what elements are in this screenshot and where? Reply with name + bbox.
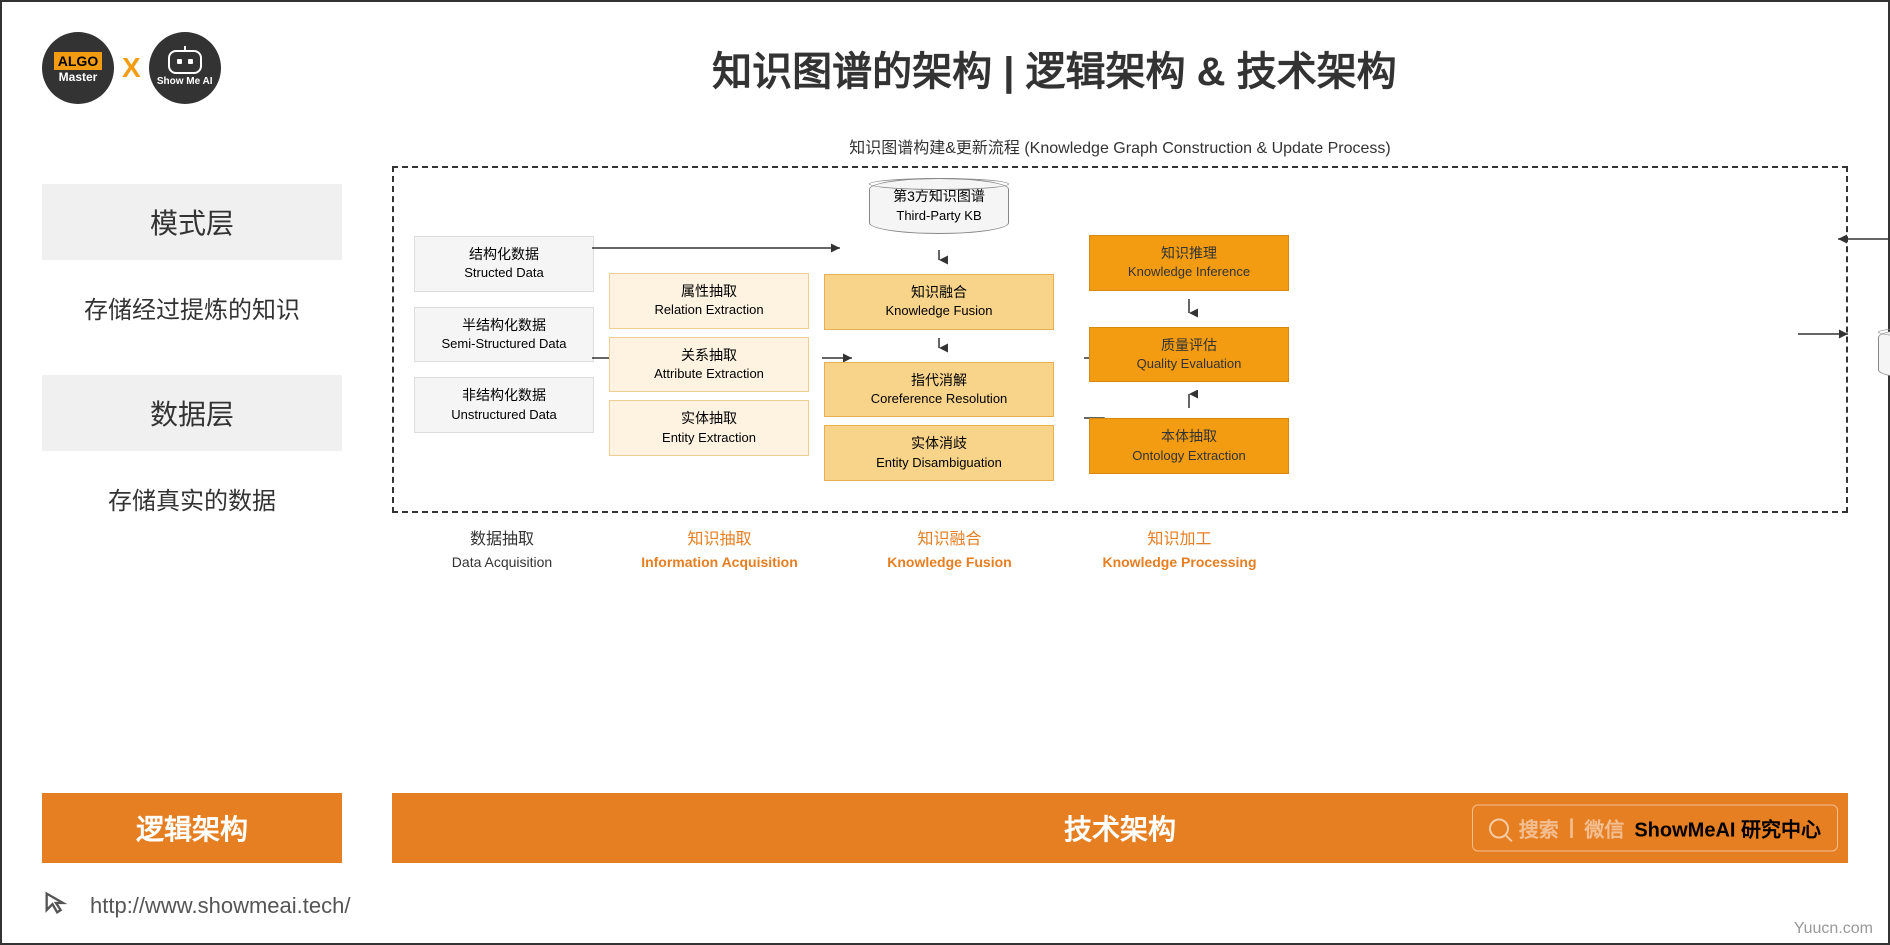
node-semi-structured-data: 半结构化数据 Semi-Structured Data	[414, 307, 594, 363]
third-party-kb: 第3方知识图谱 Third-Party KB	[869, 178, 1009, 234]
process-box: 结构化数据 Structed Data 半结构化数据 Semi-Structur…	[392, 166, 1848, 513]
layer-data-desc: 存储真实的数据	[42, 471, 342, 546]
bot-icon	[168, 50, 202, 74]
search-wechat: 微信	[1584, 814, 1624, 843]
node-structured-data: 结构化数据 Structed Data	[414, 236, 594, 292]
logo-algo-bottom: Master	[59, 70, 98, 84]
column-label: 数据抽取Data Acquisition	[392, 528, 612, 573]
db-cylinder-icon: 第3方知识图谱 Third-Party KB	[869, 178, 1009, 234]
footer-technical-arch: 技术架构 搜索 | 微信 ShowMeAI 研究中心	[392, 793, 1848, 863]
col-data-sources: 结构化数据 Structed Data 半结构化数据 Semi-Structur…	[414, 188, 594, 481]
search-icon	[1489, 818, 1509, 838]
node-knowledge-fusion: 知识融合 Knowledge Fusion	[824, 274, 1054, 330]
logos: ALGO Master X Show Me AI	[42, 32, 221, 104]
logo-x: X	[122, 52, 141, 84]
logo-showme-text: Show Me AI	[157, 76, 213, 87]
search-hint: 搜索	[1519, 814, 1559, 843]
header: ALGO Master X Show Me AI 知识图谱的架构 | 逻辑架构 …	[42, 32, 1848, 104]
logo-algo-top: ALGO	[54, 52, 102, 70]
output-knowledge-graph: 知识图谱 Knowledge Graph	[1878, 326, 1890, 382]
content: 模式层 存储经过提炼的知识 数据层 存储真实的数据 知识图谱构建&更新流程 (K…	[42, 134, 1848, 573]
node-ontology-extraction: 本体抽取 Ontology Extraction	[1089, 418, 1289, 474]
layer-data-title: 数据层	[42, 375, 342, 451]
node-entity-extraction: 实体抽取 Entity Extraction	[609, 400, 809, 456]
footer-bars: 逻辑架构 技术架构 搜索 | 微信 ShowMeAI 研究中心	[42, 793, 1848, 863]
cursor-icon	[42, 889, 70, 923]
node-attribute-extraction: 关系抽取 Attribute Extraction	[609, 337, 809, 393]
left-column: 模式层 存储经过提炼的知识 数据层 存储真实的数据	[42, 134, 342, 573]
arrow-down-icon	[1089, 299, 1289, 319]
layer-schema-desc: 存储经过提炼的知识	[42, 280, 342, 355]
col-knowledge-processing: 知识推理 Knowledge Inference 质量评估 Quality Ev…	[1089, 228, 1289, 481]
col-information-acquisition: 属性抽取 Relation Extraction 关系抽取 Attribute …	[609, 248, 809, 481]
arrow-down-icon	[824, 250, 1054, 266]
search-overlay: 搜索 | 微信 ShowMeAI 研究中心	[1472, 805, 1838, 852]
column-label: 知识融合Knowledge Fusion	[827, 528, 1072, 573]
node-coreference-resolution: 指代消解 Coreference Resolution	[824, 362, 1054, 418]
column-labels: 数据抽取Data Acquisition知识抽取Information Acqu…	[392, 528, 1848, 573]
node-knowledge-inference: 知识推理 Knowledge Inference	[1089, 235, 1289, 291]
db-cylinder-icon: 知识图谱 Knowledge Graph	[1878, 326, 1890, 382]
search-brand: ShowMeAI 研究中心	[1634, 814, 1821, 843]
column-label: 知识加工Knowledge Processing	[1072, 528, 1287, 573]
arrow-up-icon	[1089, 390, 1289, 410]
node-relation-extraction: 属性抽取 Relation Extraction	[609, 273, 809, 329]
process-title: 知识图谱构建&更新流程 (Knowledge Graph Constructio…	[392, 134, 1848, 158]
node-unstructured-data: 非结构化数据 Unstructured Data	[414, 377, 594, 433]
watermark: Yuucn.com	[1794, 920, 1873, 938]
right-column: 知识图谱构建&更新流程 (Knowledge Graph Constructio…	[392, 134, 1848, 573]
logo-showme: Show Me AI	[149, 32, 221, 104]
url-text: http://www.showmeai.tech/	[90, 893, 350, 919]
url-row: http://www.showmeai.tech/	[42, 889, 350, 923]
page-title: 知识图谱的架构 | 逻辑架构 & 技术架构	[261, 39, 1848, 97]
col-knowledge-fusion: 第3方知识图谱 Third-Party KB 知识融合 Knowledge Fu…	[824, 188, 1054, 481]
node-entity-disambiguation: 实体消歧 Entity Disambiguation	[824, 425, 1054, 481]
column-label: 知识抽取Information Acquisition	[612, 528, 827, 573]
footer-logical-arch: 逻辑架构	[42, 793, 342, 863]
search-sep: |	[1569, 817, 1575, 840]
flow-row: 结构化数据 Structed Data 半结构化数据 Semi-Structur…	[414, 188, 1826, 481]
slide-container: ALGO Master X Show Me AI 知识图谱的架构 | 逻辑架构 …	[0, 0, 1890, 945]
node-quality-evaluation: 质量评估 Quality Evaluation	[1089, 327, 1289, 383]
arrow-down-icon	[824, 338, 1054, 354]
logo-algo: ALGO Master	[42, 32, 114, 104]
layer-schema-title: 模式层	[42, 184, 342, 260]
